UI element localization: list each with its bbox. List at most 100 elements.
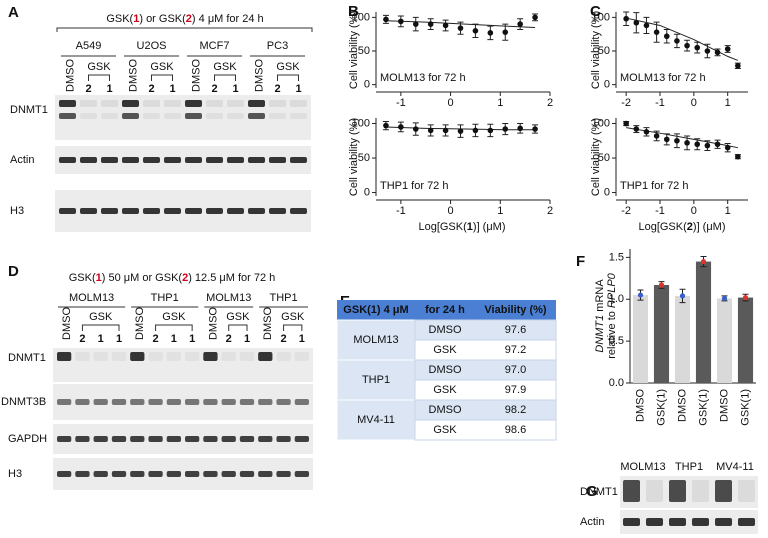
header-cell: for 24 h — [425, 304, 465, 316]
point — [472, 127, 479, 134]
blot-band — [111, 352, 127, 361]
x-tick-label: 1 — [497, 205, 503, 217]
blot-band — [122, 157, 139, 163]
x-tick-label: DMSO — [634, 389, 646, 422]
blot-band — [57, 436, 72, 442]
blot-band — [206, 208, 223, 214]
x-tick-label: -2 — [621, 205, 631, 217]
bar — [632, 295, 649, 383]
treatment: GSK — [162, 311, 186, 323]
x-tick-label: 1 — [497, 97, 503, 109]
row-label: H3 — [10, 205, 24, 217]
x-tick-label: DMSO — [718, 389, 730, 422]
replicate-dot — [637, 292, 644, 298]
blot-band — [57, 352, 72, 361]
blot-band — [248, 208, 265, 214]
y-axis-label: Cell viability (%) — [348, 118, 360, 196]
y-tick-label: 50 — [358, 45, 370, 57]
point — [663, 33, 670, 40]
bar — [695, 261, 712, 383]
fit-curve — [626, 17, 739, 61]
blot-strip — [55, 95, 311, 140]
cell-line: THP1 — [675, 461, 703, 473]
header-part: ) 4 μM for 24 h — [192, 13, 264, 25]
panel-label: B — [348, 3, 359, 20]
blot-band — [75, 399, 90, 405]
blot-band — [203, 352, 218, 361]
y-tick-label: 100 — [592, 117, 610, 129]
y-tick-label: 50 — [358, 152, 370, 164]
x-tick-label: GSK(1) — [655, 389, 667, 426]
blot-band — [185, 436, 200, 442]
row-label: DNMT1 — [8, 352, 46, 364]
label-part: relative to — [606, 308, 618, 359]
cell-line: MV4-11 — [716, 461, 754, 473]
blot-band — [227, 113, 244, 119]
compound: 2 — [281, 333, 287, 345]
y-axis-label: Cell viability (%) — [590, 118, 602, 196]
blot-band — [130, 399, 145, 405]
point — [517, 125, 523, 132]
blot-band — [221, 436, 236, 442]
point — [724, 144, 731, 151]
point — [643, 22, 650, 29]
lane-label: DMSO — [64, 59, 76, 92]
y-tick-label: 0 — [604, 186, 610, 198]
treatment: GSK — [89, 311, 113, 323]
header-cell: GSK(1) 4 μM — [343, 304, 408, 316]
blot-band — [248, 100, 265, 107]
blot-band — [203, 436, 218, 442]
point — [653, 29, 660, 35]
blot-band — [258, 436, 273, 442]
treatment: GSK — [276, 61, 300, 73]
blot-band — [290, 100, 307, 107]
blot-band — [101, 157, 118, 163]
blot-band — [258, 471, 273, 477]
blot-band — [80, 113, 97, 119]
blot-band — [221, 471, 236, 477]
cell: DMSO — [429, 324, 462, 336]
point — [684, 140, 690, 146]
x-tick-label: -1 — [396, 205, 406, 217]
compound: 2 — [85, 83, 91, 95]
blot-band — [130, 352, 145, 361]
blot-band — [258, 399, 273, 405]
point — [694, 44, 701, 51]
treatment: GSK — [226, 311, 250, 323]
blot-band — [294, 436, 309, 442]
blot-band — [269, 208, 286, 214]
blot-band — [294, 399, 309, 405]
point — [442, 22, 449, 29]
blot-band — [59, 208, 76, 214]
point — [532, 14, 538, 21]
point — [684, 42, 690, 49]
blot-band — [122, 208, 139, 214]
blot-band — [290, 113, 307, 119]
group-cell — [336, 399, 416, 441]
row-label: Actin — [580, 516, 604, 528]
blot-band — [738, 518, 755, 526]
blot-band — [290, 157, 307, 163]
treatment: GSK — [87, 61, 111, 73]
cell: 98.6 — [505, 424, 526, 436]
point — [633, 126, 640, 132]
replicate-dot — [679, 293, 686, 299]
blot-band — [143, 113, 160, 119]
lane-label: DMSO — [127, 59, 139, 92]
bracket — [151, 74, 173, 81]
x-tick-label: DMSO — [676, 389, 688, 422]
blot-band — [59, 113, 76, 119]
header-part: Log[GSK( — [638, 221, 687, 233]
point — [704, 48, 711, 54]
row-label: Actin — [10, 154, 34, 166]
blot-band — [122, 100, 139, 107]
compound: 1 — [299, 333, 305, 345]
bracket — [277, 74, 299, 81]
bracket — [155, 324, 193, 331]
group-name: MOLM13 — [69, 292, 114, 304]
blot-band — [130, 471, 145, 477]
blot-band — [75, 471, 90, 477]
header-part: ) 50 μM or GSK( — [102, 272, 183, 284]
y-tick-label: 1.0 — [609, 293, 624, 305]
blot-band — [269, 100, 286, 107]
